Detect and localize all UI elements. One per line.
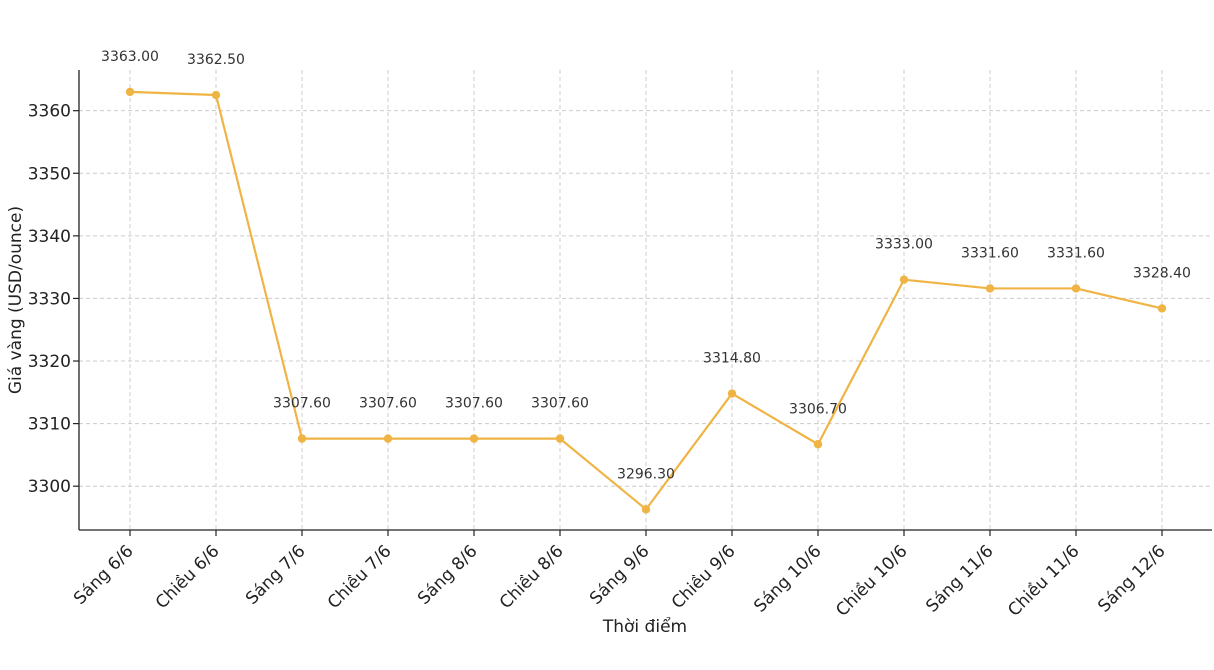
axes [78, 70, 1212, 531]
y-tick-label: 3310 [28, 415, 71, 435]
data-point [899, 275, 909, 284]
y-tick-label: 3330 [28, 289, 71, 309]
grid-lines [79, 70, 1212, 530]
data-label: 3363.00 [101, 49, 159, 65]
x-tick-label: Chiều 11/6 [1003, 541, 1083, 621]
y-tick-label: 3300 [28, 477, 71, 497]
data-point [297, 434, 307, 443]
y-tick-label: 3320 [28, 352, 71, 372]
data-label: 3307.60 [273, 396, 331, 412]
x-tick-label: Sáng 9/6 [586, 541, 654, 609]
x-tick-label: Chiều 7/6 [323, 541, 395, 613]
x-tick-label: Sáng 11/6 [922, 541, 997, 616]
x-tick-label: Sáng 7/6 [242, 541, 310, 609]
data-label: 3362.50 [187, 52, 245, 68]
x-tick-label: Chiều 8/6 [495, 541, 567, 613]
data-point [1071, 284, 1081, 293]
data-label: 3333.00 [875, 237, 933, 253]
data-label: 3307.60 [445, 396, 503, 412]
series-price [125, 87, 1167, 514]
x-tick-label: Chiều 10/6 [831, 541, 911, 621]
data-label: 3314.80 [703, 351, 761, 367]
data-label: 3307.60 [531, 396, 589, 412]
x-tick-label: Sáng 6/6 [70, 541, 138, 609]
data-point [641, 505, 651, 514]
data-label: 3296.30 [617, 466, 675, 482]
data-point [813, 440, 823, 449]
data-label: 3328.40 [1133, 265, 1191, 281]
data-point [383, 434, 393, 443]
data-label: 3307.60 [359, 396, 417, 412]
y-axis-title: Giá vàng (USD/ounce) [6, 206, 26, 394]
x-ticks: Sáng 6/6 Chiều 6/6 Sáng 7/6 Chiều 7/6 Sáng 8… [70, 530, 1170, 621]
data-point [985, 284, 995, 293]
data-point [555, 434, 565, 443]
x-tick-label: Sáng 8/6 [414, 541, 482, 609]
x-tick-label: Chiều 9/6 [667, 541, 739, 613]
data-labels: 3363.00 3362.50 3307.60 3307.60 3307.60 3307.… [101, 49, 1191, 482]
x-tick-label: Sáng 12/6 [1094, 541, 1169, 616]
y-tick-label: 3360 [28, 102, 71, 122]
y-tick-label: 3340 [28, 227, 71, 247]
data-point [469, 434, 479, 443]
data-label: 3306.70 [789, 401, 847, 417]
data-point [727, 389, 737, 398]
x-axis-title: Thời điểm [602, 616, 687, 637]
y-tick-label: 3350 [28, 164, 71, 184]
data-point [1157, 304, 1167, 313]
x-tick-label: Sáng 10/6 [750, 541, 825, 616]
y-ticks: 3300 3310 3320 3330 3340 3350 3360 [28, 102, 79, 497]
data-label: 3331.60 [1047, 245, 1105, 261]
x-tick-label: Chiều 6/6 [151, 541, 223, 613]
data-point [125, 87, 135, 97]
data-point [211, 90, 221, 100]
data-label: 3331.60 [961, 245, 1019, 261]
